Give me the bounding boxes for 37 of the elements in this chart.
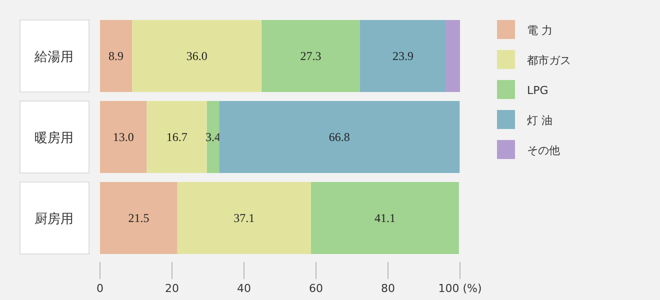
bar: [177, 182, 311, 254]
data-label: 21.5: [128, 210, 150, 225]
legend-label: LPG: [527, 84, 548, 97]
data-label: 36.0: [186, 49, 208, 64]
legend-label: その他: [527, 144, 560, 157]
data-label: 16.7: [166, 130, 188, 144]
bar: [360, 20, 446, 92]
x-tick-label: 100 (%): [438, 282, 482, 295]
x-tick-label: 80: [381, 282, 395, 295]
x-tick-label: 0: [96, 282, 104, 295]
legend-label: 灯 油: [527, 114, 552, 127]
data-label: 13.0: [112, 130, 134, 144]
y-tick-label: 暖房用: [34, 130, 74, 146]
x-tick-label: 40: [237, 282, 251, 295]
y-tick-label: 厨房用: [34, 210, 74, 227]
bar: [446, 20, 460, 92]
y-tick-label: 給湯用: [34, 50, 74, 66]
data-label: 66.8: [328, 130, 350, 144]
bar: [132, 20, 262, 92]
bar: [146, 100, 207, 174]
bar: [219, 100, 460, 174]
data-label: 3.4: [206, 130, 221, 144]
data-label: 8.9: [108, 49, 124, 64]
data-label: 41.1: [374, 210, 396, 225]
bar: [100, 20, 132, 92]
x-tick-label: 60: [309, 282, 323, 295]
bar: [100, 182, 178, 254]
data-label: 23.9: [392, 49, 414, 64]
data-label: 27.3: [300, 49, 322, 64]
data-label: 37.1: [234, 210, 255, 225]
bar: [262, 20, 360, 92]
bar: [310, 182, 459, 254]
bar: [206, 100, 220, 174]
legend-label: 電 力: [527, 24, 552, 37]
x-tick-label: 20: [165, 282, 179, 295]
legend-label: 都市ガス: [527, 54, 571, 67]
bar: [100, 100, 147, 174]
